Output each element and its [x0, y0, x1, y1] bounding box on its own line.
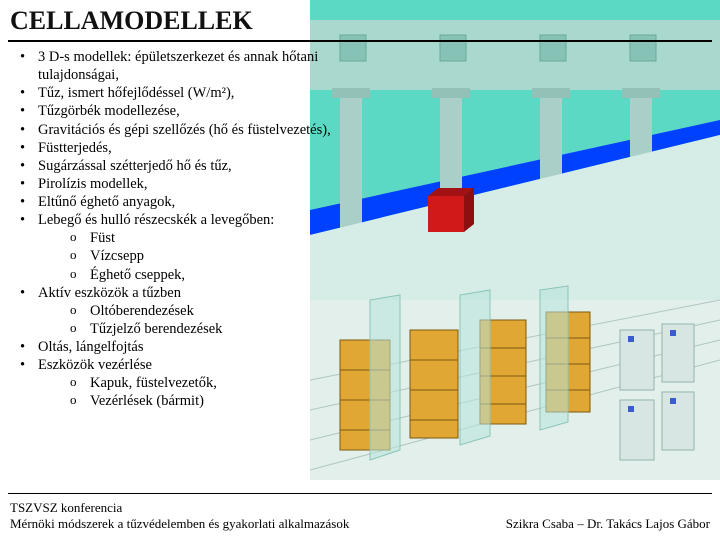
sub-list: FüstVízcseppÉghető cseppek, — [70, 229, 378, 283]
footer-conference: TSZVSZ konferencia — [10, 500, 349, 516]
bullet-item: Eltűnő éghető anyagok, — [18, 193, 378, 211]
footer-left: TSZVSZ konferencia Mérnöki módszerek a t… — [10, 500, 349, 533]
title-underline — [8, 40, 712, 42]
bullet-item: Füstterjedés, — [18, 139, 378, 157]
bullet-text: Aktív eszközök a tűzben — [38, 285, 181, 301]
bullet-text: Sugárzással szétterjedő hő és tűz, — [38, 158, 232, 174]
bullet-text: Lebegő és hulló részecskék a levegőben: — [38, 212, 274, 228]
footer-authors: Szikra Csaba – Dr. Takács Lajos Gábor — [506, 516, 710, 532]
sub-bullet-item: Tűzjelző berendezések — [70, 320, 378, 338]
sub-bullet-item: Vezérlések (bármit) — [70, 392, 378, 410]
bullet-item: 3 D-s modellek: épületszerkezet és annak… — [18, 48, 378, 84]
sub-bullet-item: Vízcsepp — [70, 247, 378, 265]
bullet-item: Eszközök vezérléseKapuk, füstelvezetők,V… — [18, 356, 378, 410]
bullet-item: Oltás, lángelfojtás — [18, 338, 378, 356]
bullet-text: Füstterjedés, — [38, 140, 112, 156]
bullet-text: Eltűnő éghető anyagok, — [38, 194, 175, 210]
bullet-text: Gravitációs és gépi szellőzés (hő és füs… — [38, 122, 331, 138]
bullet-list: 3 D-s modellek: épületszerkezet és annak… — [18, 48, 378, 411]
sub-bullet-item: Oltóberendezések — [70, 302, 378, 320]
bullet-text: Eszközök vezérlése — [38, 357, 152, 373]
sub-bullet-item: Éghető cseppek, — [70, 266, 378, 284]
page-title: CELLAMODELLEK — [10, 6, 253, 36]
bullet-text: Tűz, ismert hőfejlődéssel (W/m²), — [38, 85, 234, 101]
bullet-text: Oltás, lángelfojtás — [38, 339, 144, 355]
bullet-item: Sugárzással szétterjedő hő és tűz, — [18, 157, 378, 175]
sub-bullet-item: Füst — [70, 229, 378, 247]
bullet-text: Tűzgörbék modellezése, — [38, 103, 180, 119]
footer-divider — [8, 493, 712, 495]
bullet-text: 3 D-s modellek: épületszerkezet és annak… — [38, 49, 318, 83]
bullet-item: Pirolízis modellek, — [18, 175, 378, 193]
bullet-text: Pirolízis modellek, — [38, 176, 148, 192]
footer-subtitle: Mérnöki módszerek a tűzvédelemben és gya… — [10, 516, 349, 532]
bullet-item: Lebegő és hulló részecskék a levegőben:F… — [18, 211, 378, 284]
sub-bullet-item: Kapuk, füstelvezetők, — [70, 374, 378, 392]
bullet-item: Tűz, ismert hőfejlődéssel (W/m²), — [18, 84, 378, 102]
bullet-list-container: 3 D-s modellek: épületszerkezet és annak… — [18, 48, 378, 411]
bullet-item: Gravitációs és gépi szellőzés (hő és füs… — [18, 121, 378, 139]
bullet-item: Tűzgörbék modellezése, — [18, 102, 378, 120]
bullet-item: Aktív eszközök a tűzbenOltóberendezésekT… — [18, 284, 378, 338]
sub-list: OltóberendezésekTűzjelző berendezések — [70, 302, 378, 338]
sub-list: Kapuk, füstelvezetők,Vezérlések (bármit) — [70, 374, 378, 410]
